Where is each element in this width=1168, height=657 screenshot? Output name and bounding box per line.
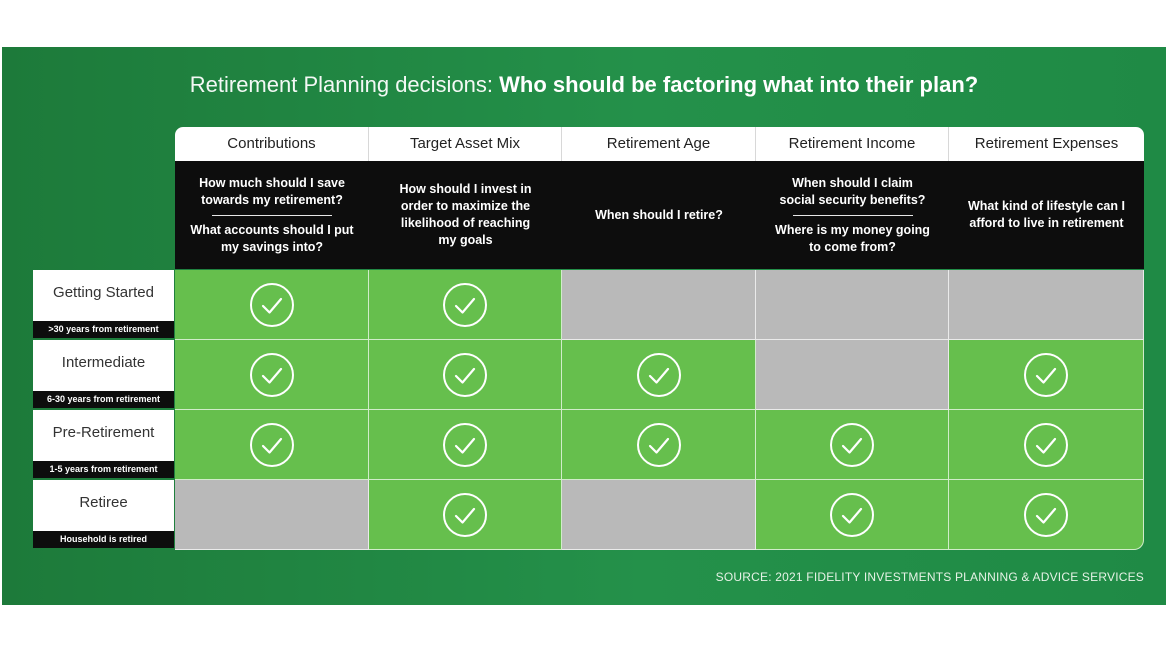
row-name: Intermediate — [61, 354, 146, 371]
row-name: Getting Started — [53, 284, 154, 301]
row-name: Retiree — [79, 494, 128, 511]
check-circle-icon — [1024, 352, 1068, 397]
question: How should I invest in order to maximize… — [399, 182, 532, 247]
source-note: SOURCE: 2021 FIDELITY INVESTMENTS PLANNI… — [715, 570, 1144, 584]
check-circle-icon — [636, 422, 681, 467]
row-subtitle: 6-30 years from retirement — [33, 391, 174, 408]
column-header-contributions: Contributions — [175, 127, 369, 161]
row-label-pre-retirement: Pre-Retirement 1-5 years from retirement — [33, 410, 174, 478]
row-subtitle: Household is retired — [33, 531, 174, 548]
row-name: Pre-Retirement — [52, 424, 155, 441]
check-circle-icon — [443, 422, 487, 467]
column-header-retirement-age: Retirement Age — [562, 127, 756, 161]
column-questions-retirement-income: When should I claim social security bene… — [756, 161, 949, 269]
question: How much should I save towards my retire… — [199, 175, 345, 207]
column-header-target-asset-mix: Target Asset Mix — [369, 127, 562, 161]
column-questions-retirement-expenses: What kind of lifestyle can I afford to l… — [949, 161, 1144, 269]
question: Where is my money going to come from? — [775, 222, 930, 254]
column-header-retirement-income: Retirement Income — [756, 127, 949, 161]
row-subtitle: >30 years from retirement — [33, 321, 174, 338]
check-circle-icon — [1024, 422, 1068, 467]
check-circle-icon — [636, 352, 681, 397]
grid-cell — [369, 480, 562, 550]
grid-cell — [175, 410, 369, 480]
row-subtitle: 1-5 years from retirement — [33, 461, 174, 478]
divider — [792, 214, 913, 216]
title-bold: Who should be factoring what into their … — [499, 72, 979, 97]
check-circle-icon — [830, 492, 874, 537]
divider — [212, 214, 332, 216]
question: What accounts should I put my savings in… — [190, 222, 354, 254]
column-questions-contributions: How much should I save towards my retire… — [175, 161, 369, 269]
question: When should I claim social security bene… — [779, 175, 926, 207]
check-circle-icon — [443, 492, 487, 537]
check-circle-icon — [443, 282, 487, 327]
row-label-retiree: Retiree Household is retired — [33, 480, 174, 548]
grid-cell — [175, 270, 369, 340]
column-questions-target-asset-mix: How should I invest in order to maximize… — [369, 161, 562, 269]
row-label-getting-started: Getting Started >30 years from retiremen… — [33, 270, 174, 338]
row-label-intermediate: Intermediate 6-30 years from retirement — [33, 340, 174, 408]
grid-cell — [562, 340, 756, 410]
title-light: Retirement Planning decisions: — [189, 72, 500, 97]
page-title: Retirement Planning decisions: Who shoul… — [0, 72, 1168, 98]
check-circle-icon — [443, 352, 487, 397]
grid-cell — [756, 410, 949, 480]
grid-cell — [175, 340, 369, 410]
grid-cell — [369, 270, 562, 340]
grid-cell — [369, 340, 562, 410]
grid-cell — [562, 270, 756, 340]
grid-cell — [949, 480, 1144, 550]
grid-cell — [756, 480, 949, 550]
grid-cell — [175, 480, 369, 550]
column-header-retirement-expenses: Retirement Expenses — [949, 127, 1144, 161]
grid-cell — [562, 480, 756, 550]
grid-cell — [756, 270, 949, 340]
check-circle-icon — [249, 352, 294, 397]
grid-cell — [369, 410, 562, 480]
column-questions-retirement-age: When should I retire? — [562, 161, 756, 269]
grid-cell — [756, 340, 949, 410]
check-circle-icon — [249, 422, 294, 467]
grid-cell — [949, 410, 1144, 480]
grid-cell — [949, 270, 1144, 340]
check-circle-icon — [830, 422, 874, 467]
grid-cell — [949, 340, 1144, 410]
check-circle-icon — [1024, 492, 1068, 537]
grid-cell — [562, 410, 756, 480]
question: When should I retire? — [595, 207, 723, 222]
question: What kind of lifestyle can I afford to l… — [968, 199, 1125, 230]
check-circle-icon — [249, 282, 294, 327]
